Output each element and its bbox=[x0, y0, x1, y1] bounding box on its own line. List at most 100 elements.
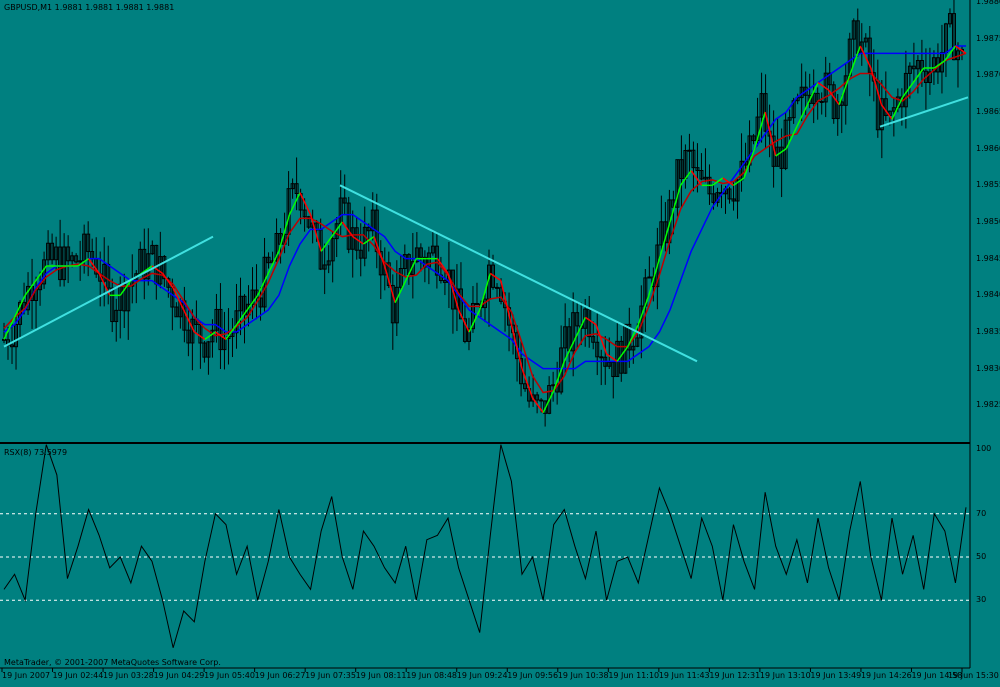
fast-ma-down-segment bbox=[531, 397, 544, 414]
price-tick-label: 1.9825 bbox=[976, 400, 1000, 410]
fast-ma-up-segment bbox=[563, 339, 576, 362]
time-tick-label: 19 Jun 12:31 bbox=[709, 671, 761, 680]
time-tick-label: 19 Jun 13:10 bbox=[759, 671, 811, 680]
candle-body bbox=[779, 146, 784, 169]
fast-ma-up-segment bbox=[574, 317, 587, 340]
candle-body bbox=[551, 384, 556, 387]
candle-body bbox=[775, 146, 780, 167]
time-tick-label: 19 Jun 15:30 bbox=[948, 671, 999, 680]
fast-ma-up-segment bbox=[35, 265, 47, 282]
candle-body bbox=[651, 276, 656, 288]
candle-body bbox=[631, 345, 636, 351]
price-tick-label: 1.9845 bbox=[976, 253, 1000, 263]
copyright-label: MetaTrader, © 2001-2007 MetaQuotes Softw… bbox=[4, 658, 221, 667]
chart-frame bbox=[0, 0, 971, 672]
candle-body bbox=[879, 98, 884, 131]
candle-body bbox=[302, 209, 307, 218]
fast-ma-down-segment bbox=[880, 104, 893, 120]
fast-ma-down-segment bbox=[955, 45, 967, 54]
time-tick-label: 19 Jun 04:29 bbox=[153, 671, 205, 680]
fast-ma-up-segment bbox=[616, 346, 629, 362]
fast-ma-up-segment bbox=[838, 75, 851, 105]
time-tick-label: 19 Jun 2007 bbox=[2, 671, 51, 680]
rsi-tick-label: 50 bbox=[976, 552, 987, 561]
candle-body bbox=[86, 233, 91, 253]
candle-body bbox=[687, 149, 692, 152]
rsi-tick-label: 100 bbox=[976, 444, 992, 453]
candle-body bbox=[911, 65, 916, 70]
fast-ma-up-segment bbox=[246, 294, 259, 311]
candle-body bbox=[390, 284, 395, 324]
candle-body bbox=[591, 336, 596, 343]
fast-ma-down-segment bbox=[373, 236, 386, 267]
fast-ma-up-segment bbox=[478, 273, 492, 311]
fast-ma-up-segment bbox=[13, 295, 26, 318]
rsi-tick-label: 30 bbox=[976, 595, 987, 605]
candle-body bbox=[763, 93, 768, 132]
candle-body bbox=[342, 197, 347, 204]
candle-body bbox=[735, 179, 740, 202]
fast-ma-down-segment bbox=[383, 265, 396, 303]
candle-body bbox=[70, 255, 75, 262]
candle-body bbox=[414, 247, 419, 263]
fast-ma-up-segment bbox=[796, 104, 809, 127]
candle-body bbox=[703, 176, 708, 180]
candle-body bbox=[26, 285, 31, 311]
price-tick-label: 1.9835 bbox=[976, 327, 1000, 336]
candle-body bbox=[54, 246, 59, 261]
candle-body bbox=[871, 72, 876, 82]
trendline[interactable] bbox=[339, 184, 698, 363]
candle-body bbox=[58, 246, 63, 281]
candle-body bbox=[827, 72, 832, 86]
fast-ma-up-segment bbox=[542, 390, 555, 413]
candle-body bbox=[402, 254, 407, 270]
trendlines-layer[interactable] bbox=[3, 96, 969, 363]
candle-body bbox=[418, 247, 423, 258]
fast-ma-up-segment bbox=[394, 280, 407, 303]
fast-ma-up-segment bbox=[553, 361, 565, 391]
rsi-panel[interactable] bbox=[0, 444, 970, 648]
candle-body bbox=[78, 260, 83, 263]
candle-body bbox=[330, 238, 335, 262]
price-tick-label: 1.9870 bbox=[976, 70, 1000, 80]
fast-ma-up-segment bbox=[257, 273, 269, 296]
candle-body bbox=[679, 159, 684, 180]
trendline[interactable] bbox=[879, 96, 969, 128]
time-tick-label: 19 Jun 08:11 bbox=[355, 671, 407, 680]
fast-ma-up-segment bbox=[24, 280, 37, 296]
price-tick-label: 1.9840 bbox=[976, 290, 1000, 300]
fast-ma-up-segment bbox=[288, 192, 301, 215]
slow-ma-line bbox=[3, 45, 966, 370]
candle-body bbox=[50, 242, 55, 261]
candle-body bbox=[659, 221, 664, 246]
candle-body bbox=[851, 20, 856, 40]
candle-body bbox=[711, 193, 716, 203]
fast-ma-up-segment bbox=[679, 170, 692, 186]
fast-ma-down-segment bbox=[690, 170, 703, 186]
time-tick-label: 19 Jun 14:26 bbox=[860, 671, 912, 680]
candle-body bbox=[462, 318, 467, 342]
price-tick-label: 1.9855 bbox=[976, 180, 1000, 190]
time-tick-label: 19 Jun 08:48 bbox=[406, 671, 458, 680]
candle-body bbox=[915, 60, 920, 70]
candle-body bbox=[306, 216, 311, 228]
candle-body bbox=[210, 329, 215, 343]
candle-body bbox=[595, 341, 600, 358]
candle-body bbox=[499, 287, 504, 302]
candle-body bbox=[366, 226, 371, 232]
fast-ma-up-segment bbox=[627, 324, 639, 347]
candle-body bbox=[783, 119, 788, 169]
candle-body bbox=[495, 286, 500, 289]
candle-body bbox=[867, 37, 872, 74]
candle-body bbox=[470, 303, 475, 330]
fast-ma-down-segment bbox=[183, 309, 195, 333]
candle-body bbox=[322, 264, 327, 270]
trendline[interactable] bbox=[3, 235, 214, 348]
candle-body bbox=[891, 107, 896, 112]
candle-body bbox=[82, 233, 87, 262]
candle-body bbox=[186, 329, 191, 344]
fast-ma-down-segment bbox=[764, 111, 777, 157]
fast-ma-up-segment bbox=[658, 221, 671, 259]
